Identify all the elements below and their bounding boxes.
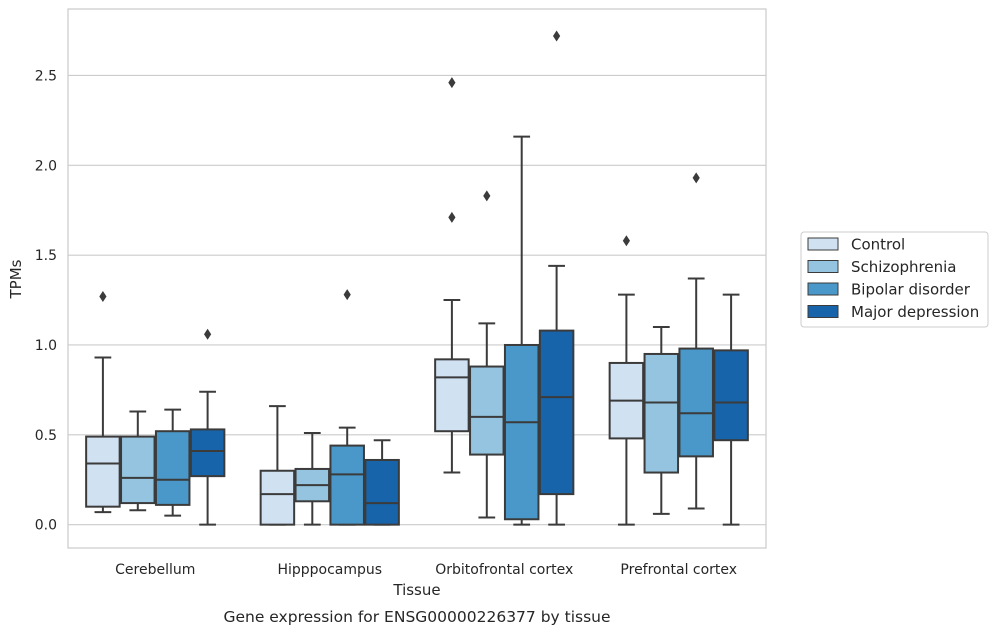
legend-swatch [807, 237, 839, 251]
box-1-2 [329, 289, 365, 526]
outlier-point [448, 211, 456, 223]
box-3-0 [608, 235, 645, 526]
legend: Control Schizophrenia Bipolar disorder Majo… [800, 231, 989, 328]
legend-swatch [807, 282, 839, 296]
box-iqr [259, 469, 296, 526]
chart-caption: Gene expression for ENSG00000226377 by t… [223, 608, 610, 626]
box-iqr [434, 358, 470, 433]
legend-label: Schizophrenia [851, 258, 956, 276]
x-tick-label: Cerebellum [115, 562, 195, 578]
box-0-1 [120, 410, 156, 512]
box-2-0 [434, 77, 470, 474]
x-tick-label: Prefrontal cortex [620, 562, 737, 578]
box-iqr [329, 444, 365, 526]
outlier-point [553, 30, 561, 42]
box-0-3 [189, 328, 226, 526]
box-iqr [713, 349, 749, 442]
outlier-point [622, 235, 630, 247]
box-2-1 [469, 190, 505, 519]
y-axis-label: TPMs [7, 259, 25, 299]
box-3-1 [643, 326, 680, 515]
box-iqr [503, 343, 540, 521]
box-iqr [678, 347, 714, 458]
outlier-point [483, 190, 491, 202]
outlier-point [204, 328, 212, 340]
boxes-layer [85, 30, 749, 526]
box-iqr [154, 430, 191, 506]
y-tick-label: 2.5 [35, 68, 57, 84]
y-tick-label: 0.5 [35, 428, 57, 444]
x-tick-labels: Cerebellum Hipppocampus Orbitofrontal cort… [115, 562, 737, 578]
y-tick-labels: 0.0 0.5 1.0 1.5 2.0 2.5 [35, 68, 57, 533]
legend-label: Control [851, 236, 905, 254]
legend-swatch [807, 260, 839, 273]
y-tick-label: 1.5 [35, 248, 57, 264]
box-iqr [189, 428, 226, 478]
outlier-point [99, 290, 107, 302]
box-iqr [538, 329, 575, 496]
x-tick-label: Orbitofrontal cortex [435, 562, 573, 578]
legend-label: Bipolar disorder [851, 281, 971, 299]
legend-swatch [807, 305, 839, 318]
legend-frame [800, 231, 989, 328]
outlier-point [692, 172, 700, 184]
box-3-3 [713, 293, 749, 526]
box-iqr [364, 458, 400, 526]
box-2-2 [503, 135, 540, 526]
box-0-0 [85, 290, 121, 514]
box-1-0 [259, 405, 296, 526]
box-2-3 [538, 30, 575, 526]
y-tick-label: 0.0 [35, 518, 57, 534]
box-1-3 [364, 439, 400, 526]
box-iqr [120, 435, 156, 505]
legend-label: Major depression [851, 303, 979, 321]
outlier-point [448, 77, 456, 89]
box-iqr [469, 365, 505, 456]
outlier-point [343, 289, 351, 301]
box-iqr [85, 435, 121, 508]
x-tick-label: Hipppocampus [277, 562, 382, 578]
box-3-2 [678, 172, 714, 510]
plot-frame [67, 8, 767, 549]
y-tick-label: 2.0 [35, 158, 57, 174]
box-1-1 [294, 432, 331, 526]
box-0-2 [154, 408, 191, 517]
y-tick-label: 1.0 [35, 338, 57, 354]
x-axis-label: Tissue [392, 581, 440, 599]
box-iqr [643, 352, 680, 474]
